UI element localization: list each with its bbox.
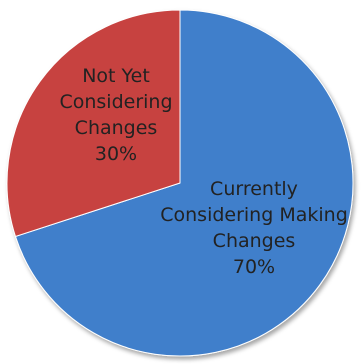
pie-slices [6, 9, 354, 357]
pie-slice-1 [14, 9, 354, 357]
slice-category-label-1: Currently [210, 178, 298, 200]
slice-category-label-1: Considering Making [160, 204, 348, 226]
slice-category-label-2: Not Yet [82, 65, 150, 87]
slice-value-label-1: 70% [233, 256, 275, 278]
slice-category-label-1: Changes [213, 230, 296, 252]
slice-category-label-2: Changes [75, 117, 158, 139]
slice-value-label-2: 30% [95, 143, 137, 165]
pie-slice-2 [6, 9, 181, 238]
pie-labels: Currently Considering Making Changes 70% Not… [59, 65, 347, 278]
slice-category-label-2: Considering [59, 91, 172, 113]
